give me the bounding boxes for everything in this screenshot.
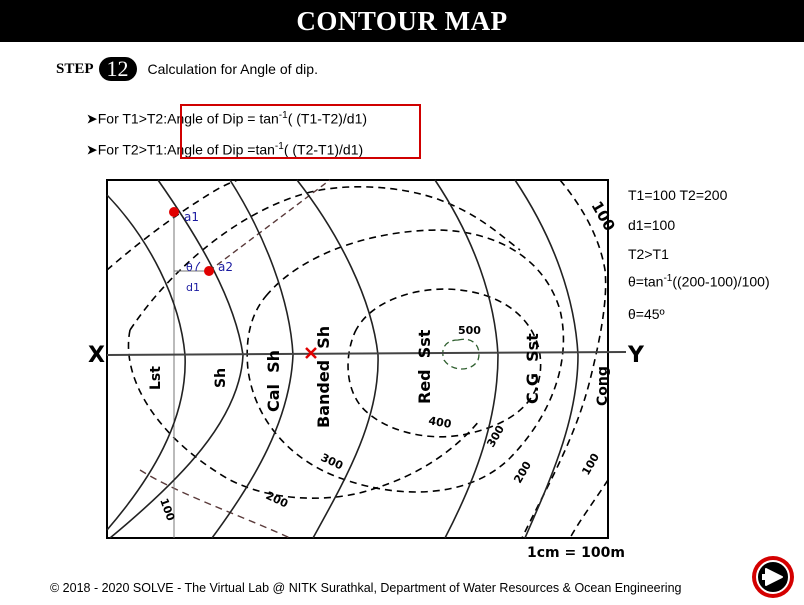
rule-superscript: -1	[278, 110, 288, 121]
rule-formula-tail: ( (T2-T1)/d1)	[283, 141, 364, 158]
dip-line-a2	[208, 179, 331, 272]
y-label: Y	[627, 343, 645, 368]
formation-boundary-6	[514, 179, 579, 539]
formation-label-sh: Sh	[213, 368, 229, 388]
contour-line-200	[127, 186, 521, 499]
calc-line-4-text: θ=tan	[628, 273, 664, 290]
contour-label-200: 200	[264, 489, 291, 511]
formation-label-red-sst: Red Sst	[415, 329, 434, 404]
rule-prefix: ➤For T1>T2:	[86, 110, 168, 127]
calc-line-2: d1=100	[628, 217, 676, 233]
formation-label-lst: Lst	[148, 366, 164, 390]
point-a1-marker	[169, 207, 179, 217]
rule-t1-greater: ➤For T1>T2:Angle of Dip = tan-1( (T1-T2)…	[86, 110, 367, 128]
rule-formula-text: Angle of Dip = tan	[167, 110, 279, 127]
formation-label-banded-sh: Banded Sh	[314, 326, 333, 428]
next-button[interactable]	[752, 556, 794, 598]
rule-formula-tail: ( (T1-T2)/d1)	[287, 110, 368, 127]
formation-label-cg-sst: C.G Sst	[523, 333, 542, 404]
contour-line-100-bottom	[139, 469, 291, 539]
page-title: CONTOUR MAP	[0, 0, 804, 42]
step-description: Calculation for Angle of dip.	[147, 61, 318, 77]
calc-line-4: θ=tan-1((200-100)/100)	[628, 273, 770, 290]
contour-label-100: 100	[588, 198, 619, 234]
footer-copyright: © 2018 - 2020 SOLVE - The Virtual Lab @ …	[50, 581, 682, 595]
rule-formula-text: Angle of Dip =tan	[167, 141, 275, 158]
contour-label-100: 100	[579, 451, 602, 478]
x-label: X	[88, 343, 105, 368]
contour-label-400: 400	[427, 414, 452, 431]
contour-line-300	[246, 229, 565, 493]
formation-label-cal-sh: Cal Sh	[264, 350, 283, 412]
contour-line-100-right	[569, 479, 609, 539]
contour-label-500: 500	[458, 324, 481, 337]
formula-highlight-box	[180, 104, 421, 159]
step-row: STEP 12 Calculation for Angle of dip.	[56, 55, 318, 83]
calc-line-3: T2>T1	[628, 246, 669, 262]
formation-boundary-3	[211, 179, 294, 539]
contour-line-200-right	[521, 179, 607, 539]
contour-label-300: 300	[484, 423, 507, 450]
calc-line-4-superscript: -1	[663, 273, 673, 284]
formation-boundary-5	[434, 179, 499, 539]
rule-prefix: ➤For T2>T1:	[86, 141, 168, 158]
d1-label: d1	[186, 281, 200, 294]
contour-line-100-left	[106, 179, 239, 271]
map-scale: 1cm = 100m	[527, 545, 625, 561]
point-a1-label: a1	[184, 210, 199, 224]
angle-arc	[195, 261, 201, 272]
point-a2-marker	[204, 266, 214, 276]
calc-line-4-tail: ((200-100)/100)	[672, 273, 770, 290]
map-frame	[106, 179, 609, 539]
theta-label: θ	[186, 261, 193, 274]
formation-label-cong: Cong	[595, 366, 611, 406]
contour-label-300: 300	[319, 451, 346, 473]
step-label: STEP	[56, 60, 94, 77]
next-arrow-icon	[756, 560, 790, 594]
section-line-xy	[106, 351, 627, 356]
cross-marker	[305, 347, 317, 359]
contour-line-400	[347, 288, 542, 438]
calc-line-1: T1=100 T2=200	[628, 187, 728, 203]
point-a2-label: a2	[218, 260, 233, 274]
step-number-badge: 12	[98, 57, 137, 81]
formation-boundary-4	[296, 179, 379, 539]
rule-superscript: -1	[274, 141, 284, 152]
calc-line-5: θ=45º	[628, 306, 665, 322]
rule-t2-greater: ➤For T2>T1:Angle of Dip =tan-1( (T2-T1)/…	[86, 141, 363, 159]
contour-line-500	[442, 338, 480, 370]
contour-label-200: 200	[511, 459, 534, 486]
